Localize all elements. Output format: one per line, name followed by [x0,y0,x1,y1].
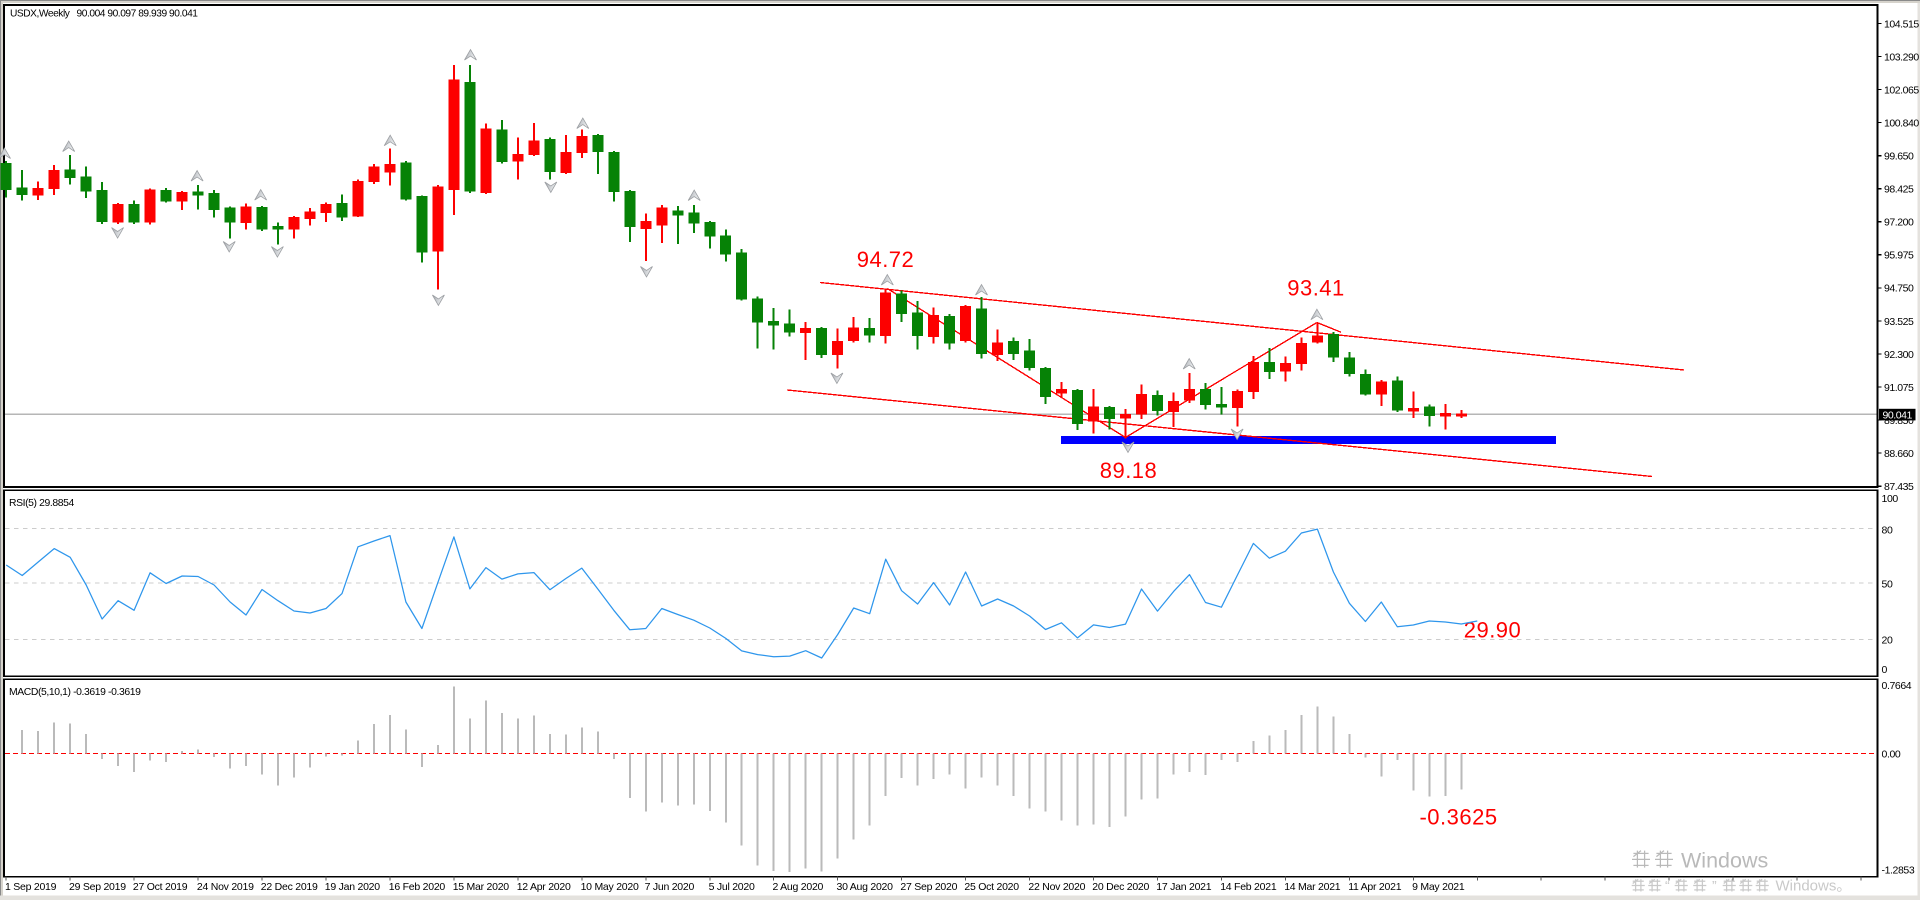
svg-text:100: 100 [1882,493,1899,505]
svg-text:98.425: 98.425 [1884,184,1914,196]
svg-text:27 Oct 2019: 27 Oct 2019 [133,881,188,893]
svg-text:-1.2853: -1.2853 [1882,865,1915,877]
svg-text:5 Jul 2020: 5 Jul 2020 [709,881,755,893]
svg-text:15 Mar 2020: 15 Mar 2020 [453,881,510,893]
svg-text:RSI(5) 29.8854: RSI(5) 29.8854 [9,498,74,509]
svg-text:22 Nov 2020: 22 Nov 2020 [1028,881,1085,893]
svg-text:50: 50 [1882,578,1893,590]
svg-text:Windows: Windows [1681,849,1768,873]
svg-text:93.525: 93.525 [1884,316,1914,328]
svg-text:88.660: 88.660 [1884,448,1914,460]
svg-text:97.200: 97.200 [1884,217,1914,229]
svg-text:95.975: 95.975 [1884,250,1914,262]
svg-text:1 Sep 2019: 1 Sep 2019 [5,881,57,893]
svg-text:22 Dec 2019: 22 Dec 2019 [261,881,318,893]
svg-text:10 May 2020: 10 May 2020 [581,881,639,893]
svg-text:16 Feb 2020: 16 Feb 2020 [389,881,446,893]
svg-text:11 Apr 2021: 11 Apr 2021 [1348,881,1402,893]
svg-text:80: 80 [1882,524,1893,536]
svg-text:93.41: 93.41 [1287,276,1345,301]
svg-text:USDX,Weekly 90.004 90.097 89: USDX,Weekly 90.004 90.097 89.939 90.041 [10,9,198,20]
svg-text:99.650: 99.650 [1884,151,1914,163]
svg-text:27 Sep 2020: 27 Sep 2020 [900,881,957,893]
svg-text:2 Aug 2020: 2 Aug 2020 [773,881,824,893]
svg-text:29 Sep 2019: 29 Sep 2019 [69,881,126,893]
svg-text:17 Jan 2021: 17 Jan 2021 [1156,881,1211,893]
svg-text:14 Feb 2021: 14 Feb 2021 [1220,881,1277,893]
svg-text:7 Jun 2020: 7 Jun 2020 [645,881,695,893]
svg-text:19 Jan 2020: 19 Jan 2020 [325,881,380,893]
svg-text:92.300: 92.300 [1884,349,1914,361]
svg-text:30 Aug 2020: 30 Aug 2020 [837,881,894,893]
svg-text:9 May 2021: 9 May 2021 [1412,881,1465,893]
svg-text:87.435: 87.435 [1884,481,1914,493]
svg-text:94.750: 94.750 [1884,283,1914,295]
svg-text:MACD(5,10,1) -0.3619 -0.3619: MACD(5,10,1) -0.3619 -0.3619 [9,687,141,698]
svg-text:102.065: 102.065 [1884,84,1919,96]
svg-text:90.041: 90.041 [1883,409,1913,421]
svg-text:29.90: 29.90 [1464,618,1522,643]
svg-text:89.18: 89.18 [1100,458,1158,483]
svg-text:14 Mar 2021: 14 Mar 2021 [1284,881,1341,893]
svg-text:-0.3625: -0.3625 [1419,805,1497,830]
svg-text:20 Dec 2020: 20 Dec 2020 [1092,881,1149,893]
svg-text:Windows。: Windows。 [1776,878,1852,895]
svg-text:”: ” [1712,878,1717,894]
svg-text:25 Oct 2020: 25 Oct 2020 [964,881,1019,893]
svg-text:91.075: 91.075 [1884,382,1914,394]
svg-text:0: 0 [1882,664,1888,676]
svg-text:103.290: 103.290 [1884,51,1919,63]
svg-text:24 Nov 2019: 24 Nov 2019 [197,881,254,893]
svg-text:20: 20 [1882,635,1893,647]
svg-text:94.72: 94.72 [857,247,915,272]
svg-text:0.00: 0.00 [1882,748,1901,760]
svg-text:104.515: 104.515 [1884,18,1919,30]
svg-text:“: “ [1665,878,1670,894]
svg-text:100.840: 100.840 [1884,117,1919,129]
svg-text:0.7664: 0.7664 [1882,680,1912,692]
svg-text:12 Apr 2020: 12 Apr 2020 [517,881,571,893]
